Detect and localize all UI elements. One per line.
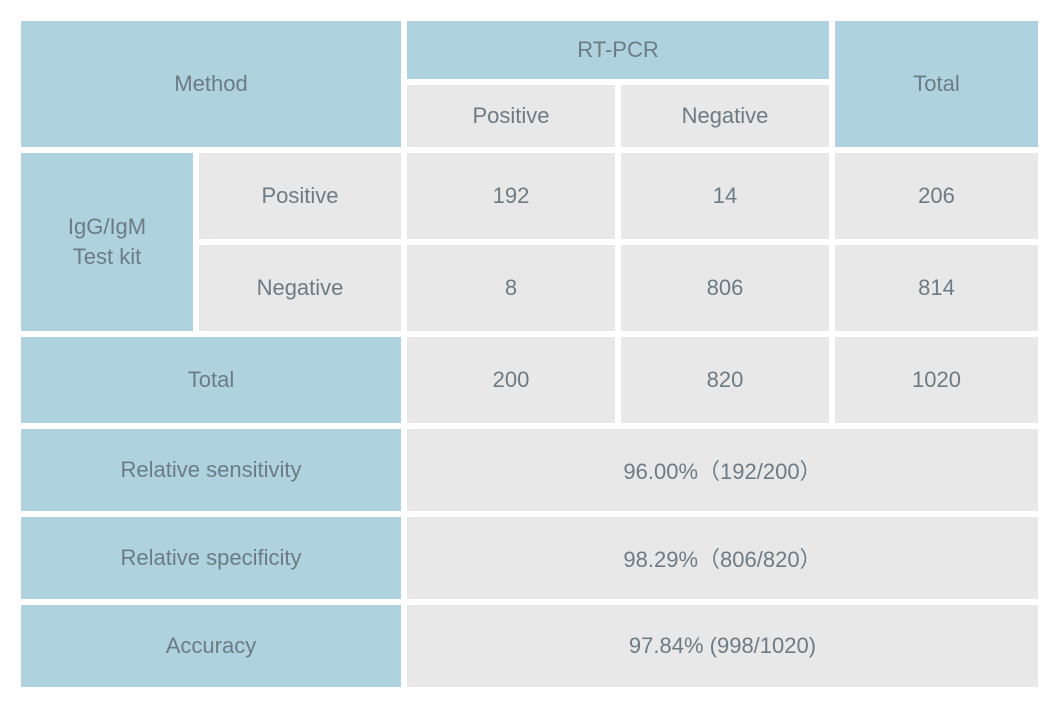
metric-label: Accuracy [18,602,404,690]
totals-row: Total 200 820 1020 [18,334,1041,426]
header-negative: Negative [618,82,832,150]
cell-value: 814 [832,242,1041,334]
cell-value: 806 [618,242,832,334]
header-total: Total [832,18,1041,150]
totals-positive: 200 [404,334,618,426]
metric-value: 98.29%（806/820） [404,514,1041,602]
row-group-label-line1: IgG/IgM [68,214,146,239]
cell-value: 192 [404,150,618,242]
cell-value: 8 [404,242,618,334]
metric-row: Relative sensitivity 96.00%（192/200） [18,426,1041,514]
row-group-label-line2: Test kit [73,244,141,269]
metric-value: 97.84% (998/1020) [404,602,1041,690]
header-positive: Positive [404,82,618,150]
row-label: Negative [196,242,404,334]
comparison-table: Method RT-PCR Total Positive Negative Ig… [18,18,1041,690]
table-row: IgG/IgM Test kit Positive 192 14 206 [18,150,1041,242]
header-rt-pcr: RT-PCR [404,18,832,82]
metric-label: Relative sensitivity [18,426,404,514]
row-group-label: IgG/IgM Test kit [18,150,196,334]
metric-label: Relative specificity [18,514,404,602]
metric-value: 96.00%（192/200） [404,426,1041,514]
totals-total: 1020 [832,334,1041,426]
cell-value: 14 [618,150,832,242]
metric-row: Relative specificity 98.29%（806/820） [18,514,1041,602]
header-row-1: Method RT-PCR Total [18,18,1041,82]
totals-negative: 820 [618,334,832,426]
totals-label: Total [18,334,404,426]
header-method: Method [18,18,404,150]
row-label: Positive [196,150,404,242]
cell-value: 206 [832,150,1041,242]
metric-row: Accuracy 97.84% (998/1020) [18,602,1041,690]
